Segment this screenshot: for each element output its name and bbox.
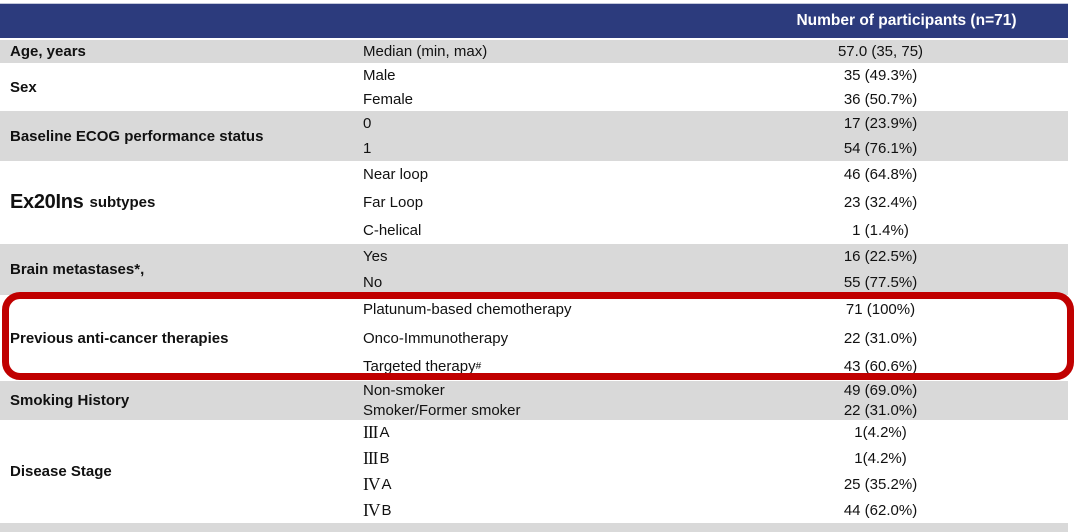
stage-roman-numeral: III [363,448,379,469]
cell-value: 57.0 (35, 75) [837,43,924,60]
row-label-age: Age, years [10,43,86,60]
stage-letter: B [379,450,390,468]
stage-letter: B [381,501,392,519]
row-smoking-history: Smoking History Non-smoker Smoker/Former… [0,381,1068,420]
sub-label: Smoker/Former smoker [363,401,521,419]
row-label-ex20ins: Ex20Ins subtypes [0,161,363,244]
cell-value: 17 (23.9%) [843,115,918,132]
sub-label: IV B [363,497,693,523]
sub-label-text: Targeted therapy [363,358,476,376]
sub-label: Male [363,66,396,84]
row-label-ecog: Baseline ECOG performance status [10,127,264,145]
sub-label: 1 [363,140,372,157]
sub-label: Female [363,90,414,108]
cell-value: 55 (77.5%) [843,273,918,291]
stage-roman-numeral: IV [363,473,380,494]
row-label-ex20ins-rest: subtypes [89,194,156,211]
sub-label: Median (min, max) [363,43,488,60]
stage-roman-numeral: III [363,422,379,443]
sub-label: III A [363,420,693,446]
cell-value: 46 (64.8%) [843,166,918,184]
cell-value: 1 (1.4%) [852,221,909,239]
cell-value: 54 (76.1%) [843,140,918,157]
row-label-smoking-history: Smoking History [10,392,130,409]
stage-letter: A [379,424,390,442]
cell-value: 49 (69.0%) [843,382,918,400]
table-header-row: Number of participants (n=71) [0,3,1068,38]
sub-label: Near loop [363,166,429,184]
row-ecog: Baseline ECOG performance status 0 1 17 … [0,111,1068,161]
row-label-previous-therapies: Previous anti-cancer therapies [10,329,229,347]
header-participants-label: Number of participants (n=71) [796,12,1017,29]
sub-label: Targeted therapy # [363,358,482,376]
sub-label: Far Loop [363,194,424,211]
cell-value: 35 (49.3%) [843,66,918,84]
sub-label: C-helical [363,221,422,239]
cell-value: 1(4.2%) [854,450,907,468]
sub-label: Yes [363,248,388,266]
row-previous-therapies: Previous anti-cancer therapies Platunum-… [0,295,1068,381]
sub-label: IV A [363,472,693,498]
row-label-brain-metastases: Brain metastases*, [10,261,145,278]
participants-table: Number of participants (n=71) Age, years… [0,3,1068,532]
header-characteristic-cell [0,4,363,38]
cell-value: 36 (50.7%) [843,90,918,108]
cell-value: 22 (31.0%) [843,401,918,419]
stage-letter: A [381,475,392,493]
row-ex20ins: Ex20Ins subtypes Near loop Far Loop C-he… [0,161,1068,244]
cell-value: 23 (32.4%) [843,194,918,211]
row-clipped-bottom [0,523,1068,532]
cell-value: 25 (35.2%) [843,475,918,493]
row-sex: Sex Male Female 35 (49.3%) 36 (50.7%) [0,63,1068,111]
cell-value: 43 (60.6%) [843,358,918,376]
sub-label: No [363,273,383,291]
sub-label: Platunum-based chemotherapy [363,300,572,318]
sub-label: Onco-Immunotherapy [363,329,509,347]
cell-value: 71 (100%) [845,300,916,318]
sub-label: Non-smoker [363,382,445,400]
row-label-sex: Sex [10,78,37,96]
row-label-disease-stage: Disease Stage [10,463,112,480]
stage-roman-numeral: IV [363,499,380,520]
row-brain-metastases: Brain metastases*, Yes No 16 (22.5%) 55 … [0,244,1068,295]
cell-value: 1(4.2%) [854,424,907,442]
sub-label: 0 [363,115,372,132]
cell-value: 44 (62.0%) [843,501,918,519]
row-age: Age, years Median (min, max) 57.0 (35, 7… [0,40,1068,63]
row-disease-stage: Disease Stage III A III B IV A IV B 1(4.2%) … [0,420,1068,523]
cell-value: 22 (31.0%) [843,329,918,347]
sub-label: III B [363,446,693,472]
header-subcategory-cell [363,4,693,38]
cell-value: 16 (22.5%) [843,248,918,266]
row-label-ex20ins-emphasis: Ex20Ins [10,191,84,213]
